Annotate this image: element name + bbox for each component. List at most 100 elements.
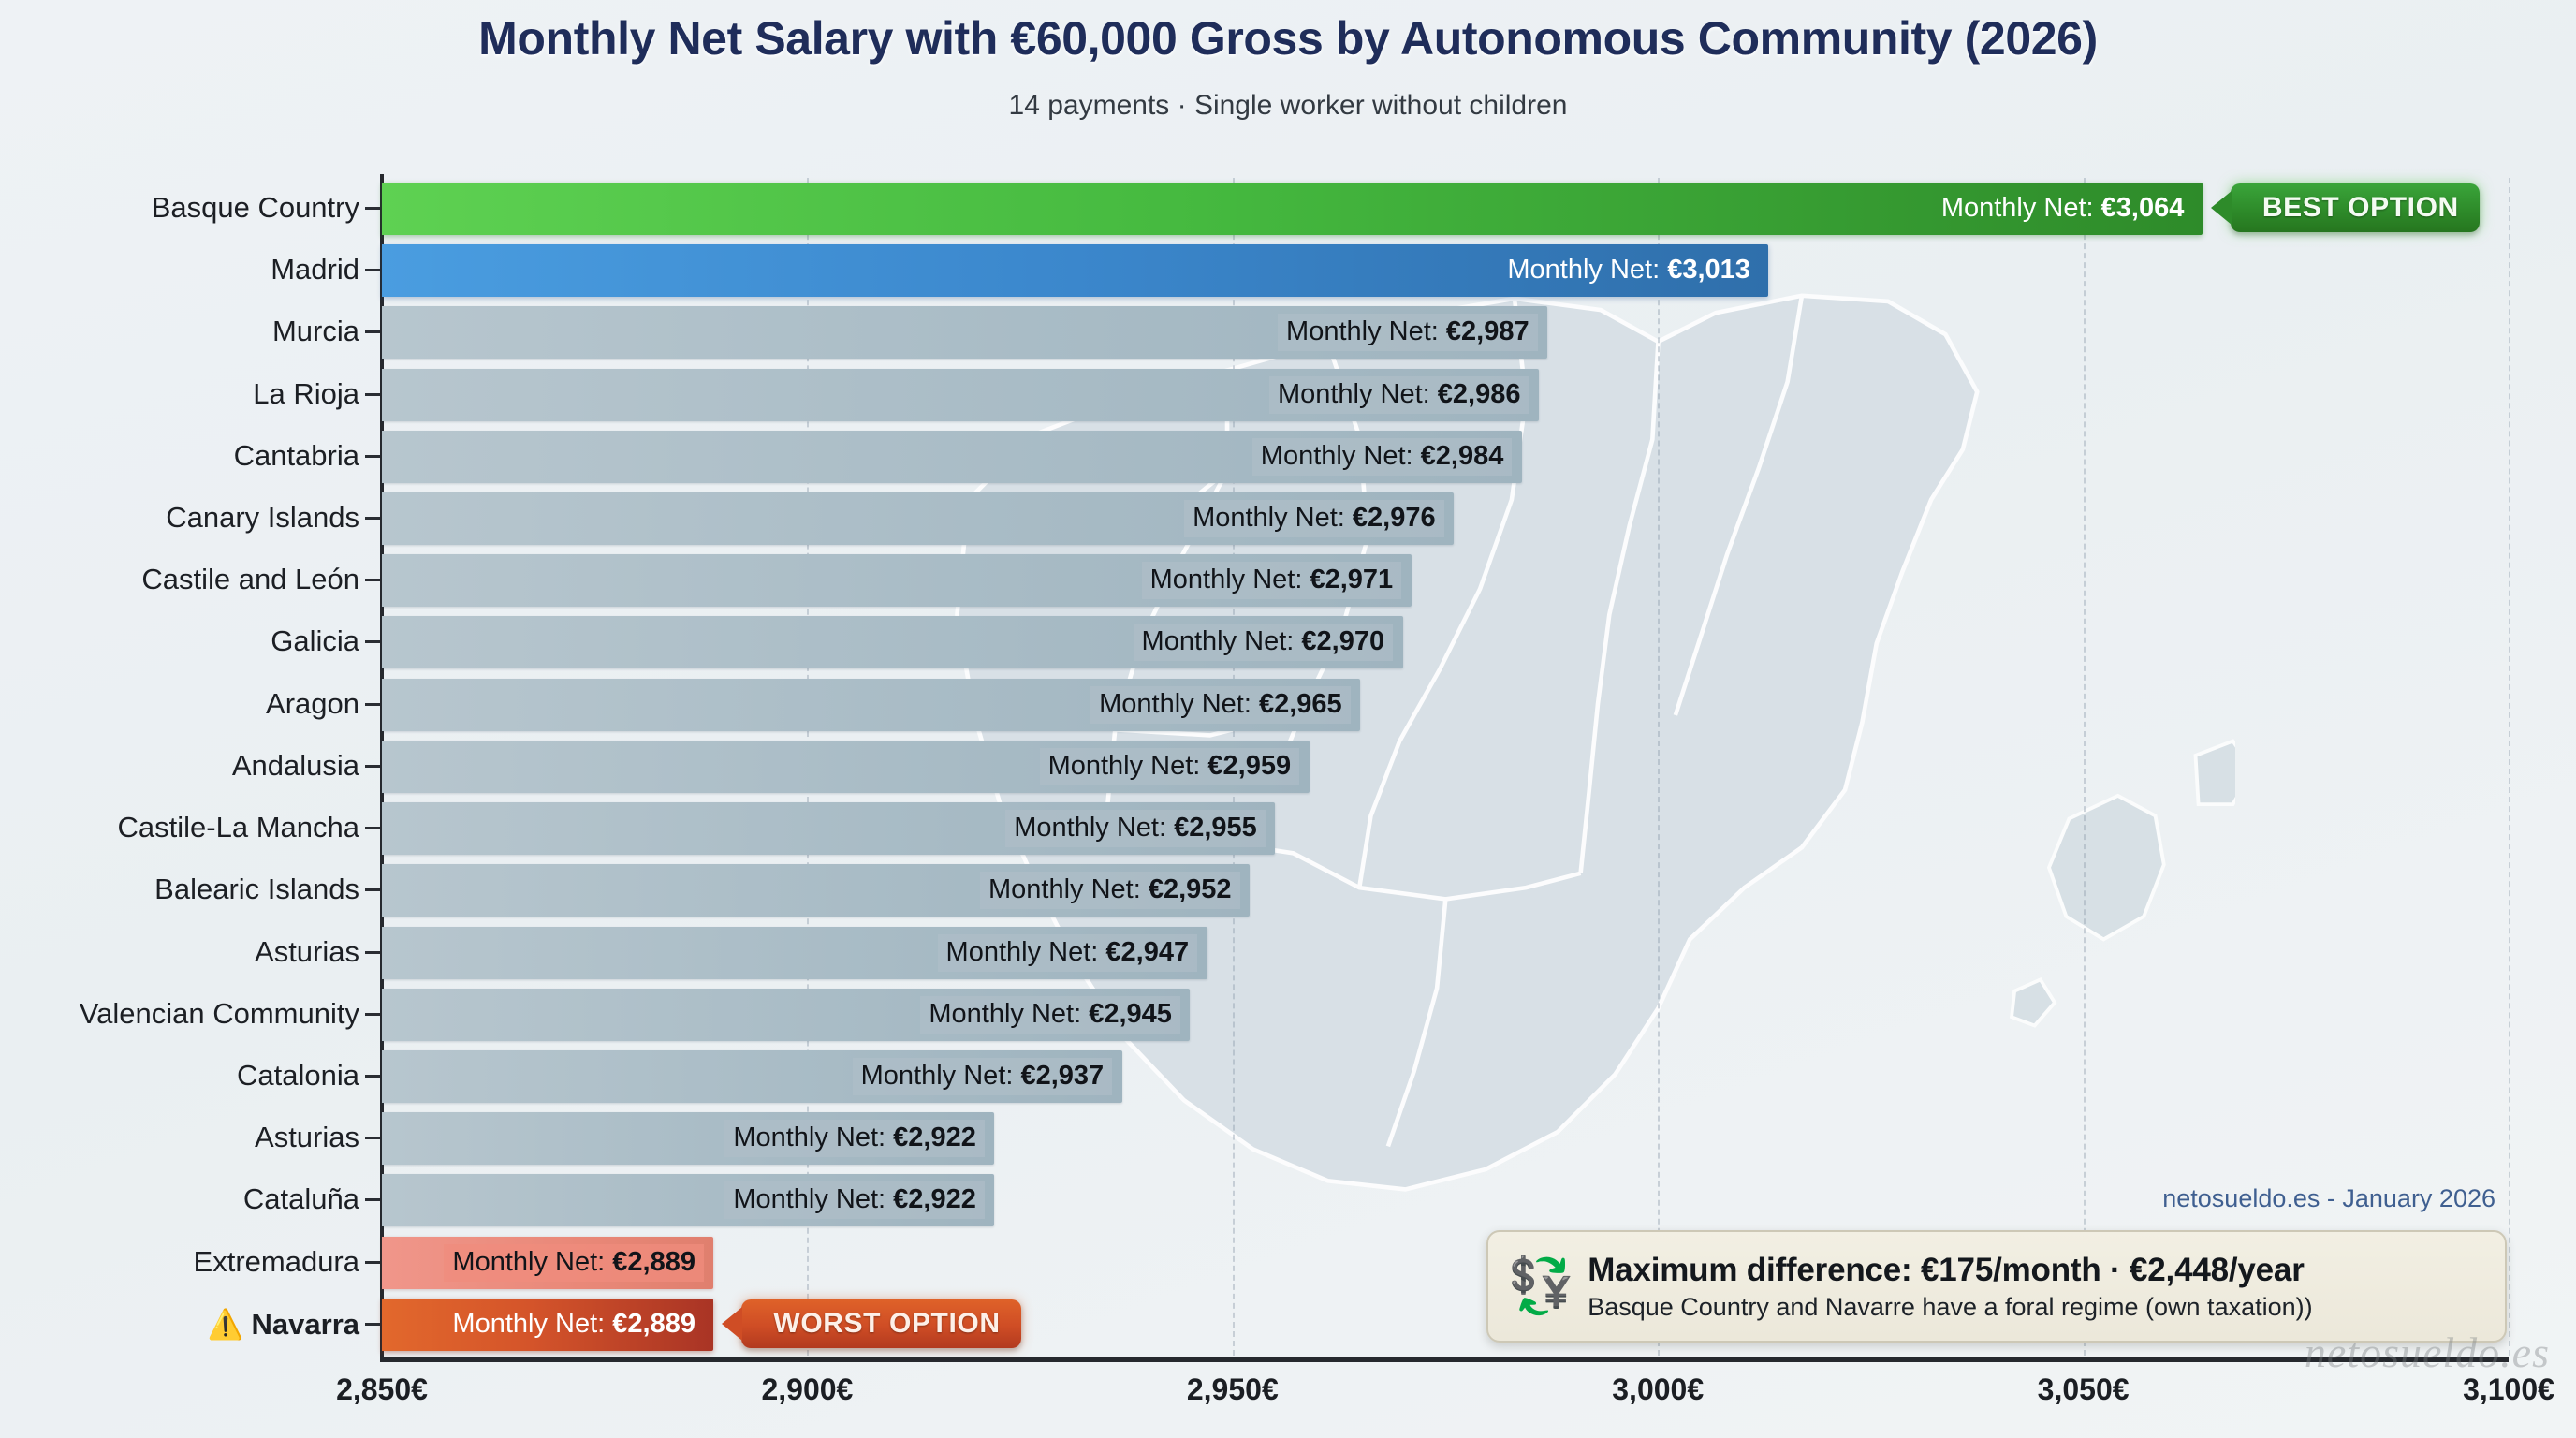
badge-label: WORST OPTION [773, 1307, 1001, 1339]
bar-row[interactable]: Catalonia Monthly Net: €2,937 [237, 1048, 2509, 1106]
bar-row[interactable]: ⚠️ Navarra Monthly Net: €2,889 WORST OPTION [208, 1296, 2509, 1354]
category-name: Castile-La Mancha [117, 811, 359, 844]
value-label-amount: €2,987 [1445, 316, 1530, 347]
bar-row[interactable]: Asturias Monthly Net: €2,922 [255, 1109, 2509, 1167]
bar-value-label: Monthly Net: €2,984 [1251, 437, 1513, 476]
bar-row[interactable]: Cantabria Monthly Net: €2,984 [234, 428, 2509, 486]
y-axis-tick [365, 330, 380, 334]
callout-sub-text: Basque Country and Navarre have a foral … [1588, 1292, 2313, 1321]
bar-row[interactable]: Canary Islands Monthly Net: €2,976 [166, 490, 2509, 548]
value-label-amount: €2,976 [1352, 503, 1436, 534]
category-name: Basque Country [151, 191, 359, 224]
y-axis-tick [365, 1198, 380, 1202]
y-axis-tick [365, 1074, 380, 1078]
x-axis-tick-label: 2,950€ [1186, 1372, 1279, 1406]
value-label-prefix: Monthly Net: [929, 998, 1090, 1029]
bar[interactable] [382, 183, 2203, 235]
y-axis-tick [365, 764, 380, 768]
category-name: Catalonia [237, 1058, 359, 1092]
category-name: Murcia [271, 315, 359, 348]
x-axis-tick-label: 2,850€ [336, 1372, 428, 1406]
bar-row[interactable]: Basque Country Monthly Net: €3,064 BEST OP… [152, 180, 2509, 238]
value-label-amount: €3,013 [1667, 255, 1750, 286]
value-label-amount: €2,986 [1437, 378, 1521, 409]
bar-row[interactable]: Castile and León Monthly Net: €2,971 [141, 551, 2509, 609]
value-label-prefix: Monthly Net: [1014, 813, 1175, 844]
bar-row[interactable]: Cataluña Monthly Net: €2,922 [243, 1171, 2509, 1229]
y-axis-tick [365, 640, 380, 644]
y-axis-category-label: Andalusia [0, 749, 359, 783]
y-axis-tick [365, 1260, 380, 1264]
warning-icon: ⚠️ [207, 1307, 244, 1341]
value-label-prefix: Monthly Net: [1149, 565, 1310, 595]
bar-value-label: Monthly Net: €2,955 [1005, 810, 1266, 848]
value-label-amount: €2,889 [612, 1308, 695, 1339]
category-name: Canary Islands [166, 501, 359, 535]
value-label-amount: €2,945 [1089, 998, 1172, 1029]
y-axis-tick [365, 1137, 380, 1140]
bar-row[interactable]: Galicia Monthly Net: €2,970 [271, 613, 2509, 671]
bar-row[interactable]: Valencian Community Monthly Net: €2,945 [80, 986, 2509, 1044]
bar-row[interactable]: Castile-La Mancha Monthly Net: €2,955 [118, 800, 2509, 858]
bar-row[interactable]: Andalusia Monthly Net: €2,959 [232, 738, 2509, 796]
category-name: Cataluña [242, 1182, 359, 1216]
value-label-prefix: Monthly Net: [1286, 316, 1446, 347]
y-axis-tick [365, 269, 380, 272]
y-axis-category-label: Castile and León [0, 563, 359, 596]
bar[interactable] [382, 244, 1769, 298]
value-label-prefix: Monthly Net: [860, 1060, 1021, 1091]
bar-value-label: Monthly Net: €2,965 [1090, 685, 1351, 724]
best-option-badge: BEST OPTION [2210, 183, 2480, 232]
value-label-prefix: Monthly Net: [1193, 503, 1353, 534]
bar-row[interactable]: Balearic Islands Monthly Net: €2,952 [154, 861, 2509, 919]
value-label-amount: €2,984 [1420, 440, 1504, 471]
bar-row[interactable]: Murcia Monthly Net: €2,987 [272, 303, 2509, 361]
bar-row[interactable]: Madrid Monthly Net: €3,013 [271, 242, 2509, 300]
bar-value-label: Monthly Net: €2,970 [1133, 624, 1394, 662]
bar-value-label: Monthly Net: €2,947 [937, 933, 1198, 972]
bar-value-label: Monthly Net: €2,959 [1039, 747, 1300, 785]
value-label-prefix: Monthly Net: [988, 874, 1149, 905]
value-label-prefix: Monthly Net: [1940, 193, 2101, 223]
y-axis-tick [365, 517, 380, 521]
source-note: netosueldo.es - January 2026 [2162, 1184, 2496, 1212]
value-label-amount: €2,952 [1148, 874, 1232, 905]
bar-row[interactable]: Extremadura Monthly Net: €2,889 [194, 1234, 2509, 1292]
x-axis-tick-label: 3,050€ [2037, 1372, 2130, 1406]
category-name: Navarra [251, 1307, 359, 1341]
x-axis-line [380, 1357, 2509, 1362]
value-label-amount: €2,955 [1174, 813, 1257, 844]
category-name: Valencian Community [79, 996, 359, 1030]
y-axis-tick [365, 392, 380, 396]
bar-value-label: Monthly Net: €2,952 [979, 872, 1240, 910]
value-label-prefix: Monthly Net: [733, 1184, 894, 1215]
category-name: Aragon [266, 686, 359, 720]
y-axis-tick [365, 1012, 380, 1016]
y-axis-category-label: Balearic Islands [0, 873, 359, 906]
value-label-prefix: Monthly Net: [1277, 378, 1438, 409]
category-name: Galicia [271, 624, 359, 658]
value-label-amount: €2,947 [1105, 936, 1190, 967]
callout-main-text: Maximum difference: €175/month · €2,448/… [1588, 1251, 2305, 1288]
y-axis-category-label: La Rioja [0, 377, 359, 411]
bar-value-label: Monthly Net: €2,922 [724, 1181, 985, 1220]
category-name: Balearic Islands [154, 873, 359, 906]
bar-value-label: Monthly Net: €2,971 [1141, 562, 1402, 600]
bar-value-label: Monthly Net: €2,889 [444, 1243, 704, 1282]
badge-arrow-icon [2210, 191, 2232, 225]
bar-row[interactable]: La Rioja Monthly Net: €2,986 [253, 366, 2509, 424]
y-axis-tick [365, 702, 380, 706]
bar[interactable] [382, 1298, 714, 1351]
category-name: Asturias [255, 1121, 359, 1154]
y-axis-tick [365, 207, 380, 210]
y-axis-category-label: Cantabria [0, 439, 359, 473]
value-label-amount: €2,889 [612, 1246, 695, 1277]
y-axis-category-label: Canary Islands [0, 501, 359, 535]
bar-row[interactable]: Aragon Monthly Net: €2,965 [266, 676, 2509, 734]
bar-row[interactable]: Asturias Monthly Net: €2,947 [255, 924, 2509, 982]
category-name: La Rioja [253, 376, 359, 410]
x-axis-tick-label: 3,000€ [1612, 1372, 1705, 1406]
y-axis-category-label: Catalonia [0, 1059, 359, 1093]
value-label-amount: €2,965 [1258, 688, 1342, 719]
